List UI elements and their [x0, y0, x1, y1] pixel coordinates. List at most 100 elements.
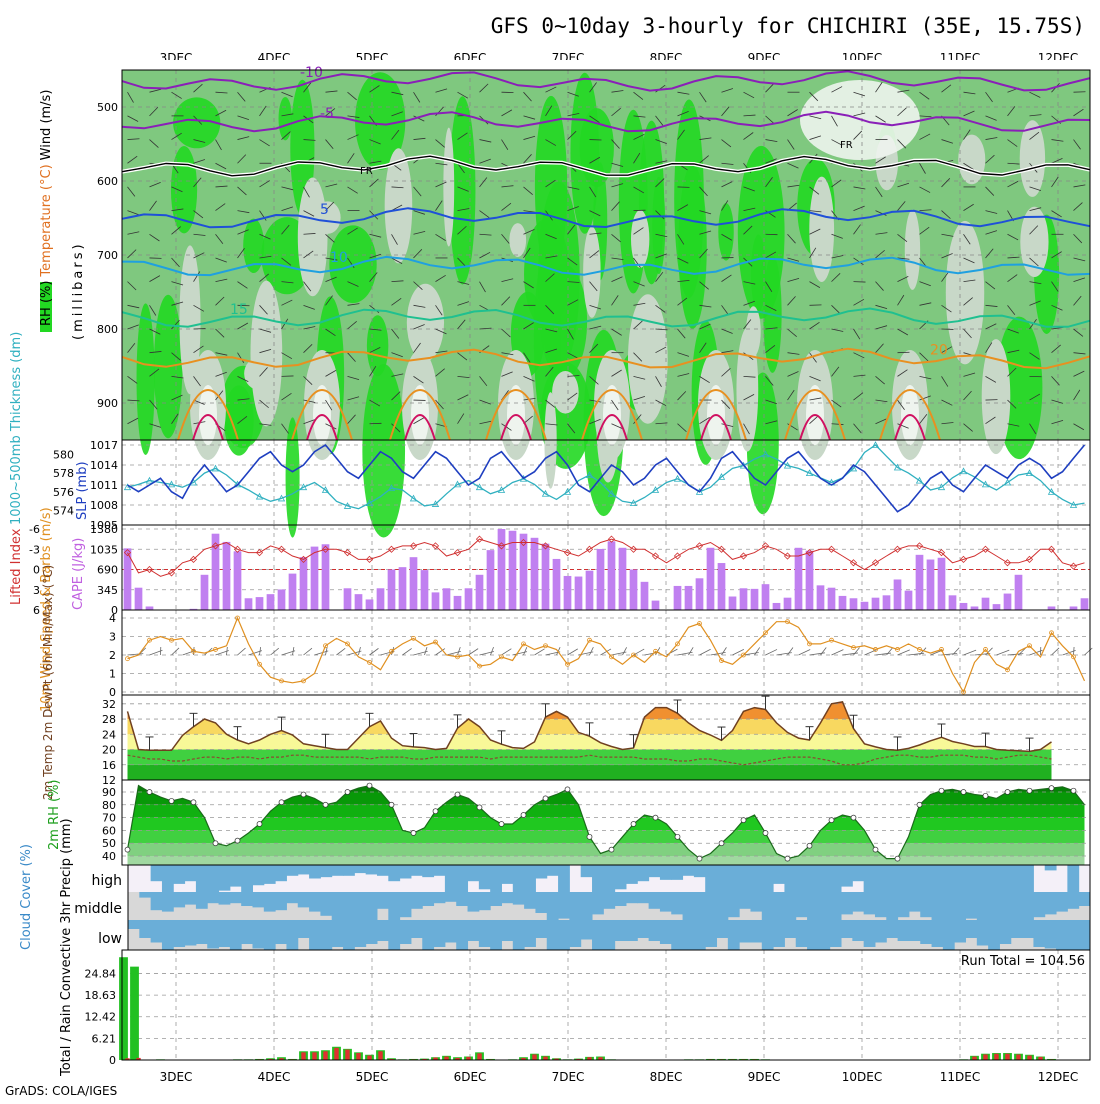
- cloud-bar: [784, 865, 796, 892]
- cloud-bar: [275, 920, 287, 944]
- cloud-bar: [377, 892, 389, 909]
- precip-total-bar: [130, 967, 139, 1060]
- cloud-bar: [173, 920, 185, 947]
- cloud-bar: [750, 892, 762, 912]
- wind-barb: [491, 647, 494, 655]
- cloud-bar: [558, 892, 570, 919]
- cape-bar: [597, 549, 605, 610]
- wind-barb: [370, 648, 379, 655]
- cloud-bar: [513, 920, 525, 950]
- precip-convective-bar: [345, 1050, 349, 1060]
- cloud-bar: [977, 892, 989, 920]
- wind-tick-label: 1: [109, 668, 116, 681]
- cloud-bar: [468, 892, 480, 912]
- cape-bar: [872, 598, 880, 610]
- cape-bar: [454, 596, 462, 610]
- cloud-bar: [1045, 865, 1057, 870]
- rh-point: [499, 822, 504, 827]
- cape-bar: [916, 555, 924, 610]
- cloud-bar: [683, 920, 695, 950]
- cloud-bar: [649, 920, 661, 941]
- cape-bar: [223, 542, 231, 610]
- cloud-bar: [252, 920, 264, 949]
- cloud-bar: [422, 865, 434, 877]
- cloud-bar: [1067, 865, 1079, 892]
- precip-convective-bar: [301, 1052, 305, 1060]
- cloud-bar: [411, 892, 423, 909]
- cloud-bar: [739, 865, 751, 892]
- cape-bar: [586, 571, 594, 610]
- cloud-bar: [388, 892, 400, 920]
- cloud-bar: [966, 865, 978, 892]
- cloud-bar: [468, 865, 480, 881]
- cloud-bar: [286, 865, 298, 876]
- cape-bar: [1015, 575, 1023, 610]
- precip-convective-bar: [994, 1054, 998, 1060]
- rh-point: [367, 783, 372, 788]
- wind-barb: [1074, 647, 1075, 655]
- rh-dry-patch: [746, 306, 761, 356]
- cloud-bar: [434, 892, 446, 903]
- cloud-bar: [796, 892, 808, 917]
- precip-axis-title-text: Total / Rain Convective 3hr Precip (mm): [59, 818, 74, 1077]
- cloud-bar: [841, 920, 853, 938]
- cape-bar: [718, 563, 726, 610]
- temperature-contour-label: -10: [300, 65, 323, 81]
- cloud-bar: [841, 865, 853, 887]
- cloud-bar: [909, 892, 921, 912]
- rh-point: [939, 788, 944, 793]
- cape-bar: [377, 588, 385, 610]
- cloud-bar: [1011, 892, 1023, 920]
- cape-bar: [300, 557, 308, 610]
- freezing-level-label: FR: [360, 166, 373, 177]
- rh-point: [235, 838, 240, 843]
- cloud-bar: [671, 865, 683, 880]
- pressure-tick-label: 900: [97, 397, 118, 410]
- rh-tick-label: 60: [102, 824, 116, 837]
- precip-convective-bar: [983, 1054, 987, 1060]
- wind-barb: [689, 647, 694, 655]
- cape-bar: [465, 588, 473, 610]
- cape-bar: [850, 598, 858, 610]
- cloud-bar: [671, 920, 683, 950]
- cape-bar: [201, 575, 209, 610]
- wind-barb: [810, 653, 825, 655]
- rh-point: [983, 793, 988, 798]
- cloud-bar: [388, 865, 400, 881]
- cloud-bar: [286, 920, 298, 950]
- cloud-bar: [739, 920, 751, 943]
- cloud-bar: [535, 865, 547, 879]
- cloud-bar: [999, 892, 1011, 920]
- cloud-bar: [671, 892, 683, 914]
- cloud-bar: [354, 892, 366, 920]
- date-label-bottom: 3DEC: [160, 1070, 193, 1084]
- cloud-bar: [524, 920, 536, 947]
- grads-credit: GrADS: COLA/IGES: [5, 1084, 117, 1098]
- run-total-annotation: Run Total = 104.56: [961, 954, 1085, 969]
- cape-bar: [542, 544, 550, 610]
- cape-bar: [828, 588, 836, 610]
- cloud-bar: [762, 920, 774, 950]
- cloud-bar: [581, 865, 593, 877]
- cape-bar: [1081, 598, 1089, 610]
- rh-point: [917, 802, 922, 807]
- rh-point: [1071, 788, 1076, 793]
- rh-dry-patch: [552, 371, 579, 414]
- cloud-bar: [954, 865, 966, 892]
- date-label-bottom: 8DEC: [650, 1070, 683, 1084]
- cloud-bar: [252, 892, 264, 907]
- cape-bar: [751, 589, 759, 610]
- cloud-bar: [196, 892, 208, 909]
- wind-barb: [227, 647, 228, 655]
- cape-bar: [894, 579, 902, 610]
- cloud-bar: [1033, 920, 1045, 947]
- cloud-bar: [479, 920, 491, 947]
- cape-bar: [839, 596, 847, 610]
- wind-barb: [766, 649, 778, 655]
- rh-point: [433, 809, 438, 814]
- cloud-bar: [943, 865, 955, 892]
- cape-bar: [883, 595, 891, 610]
- rh-point: [323, 802, 328, 807]
- wind-barb: [172, 648, 180, 655]
